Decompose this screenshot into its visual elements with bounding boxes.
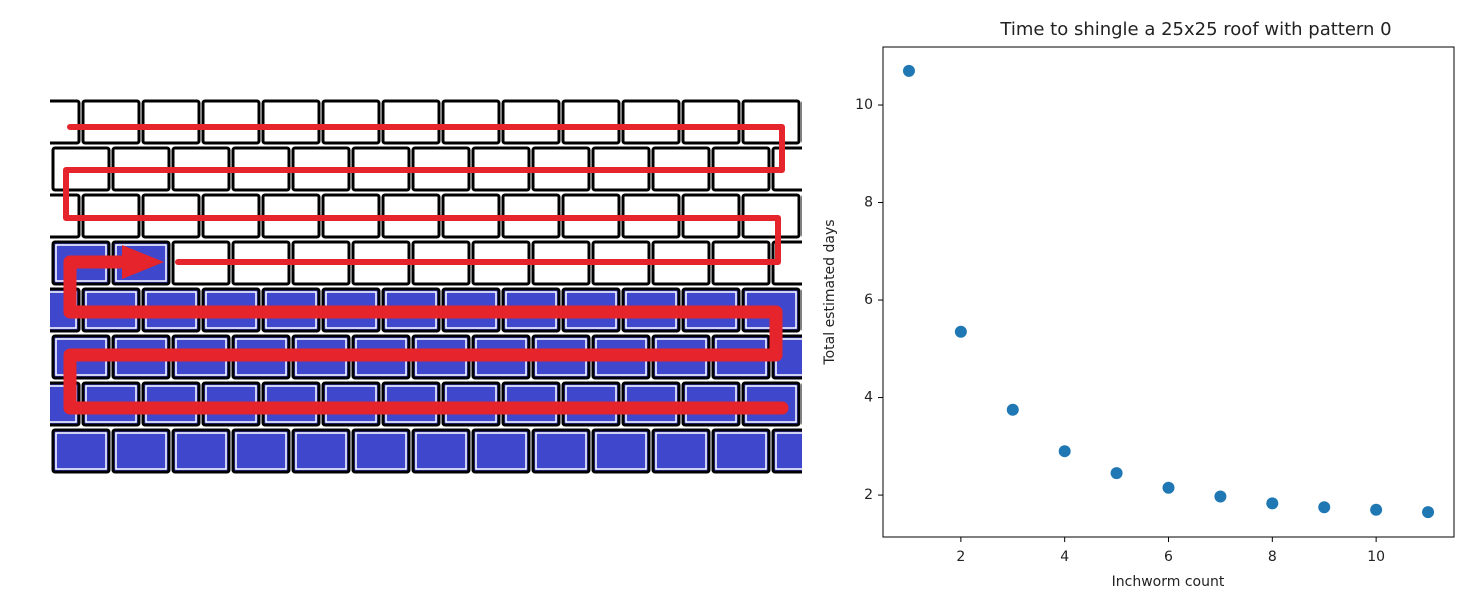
shingle bbox=[741, 99, 801, 145]
point bbox=[1266, 497, 1279, 510]
shingle bbox=[441, 99, 501, 145]
point bbox=[1110, 467, 1123, 480]
shingle-inner bbox=[535, 432, 587, 470]
shingle-inner bbox=[205, 103, 257, 141]
shingle-inner bbox=[145, 103, 197, 141]
y-tick-label: 6 bbox=[864, 292, 873, 308]
shingle bbox=[681, 99, 741, 145]
shingle bbox=[711, 428, 771, 474]
shingle-inner bbox=[415, 432, 467, 470]
x-tick-label: 2 bbox=[956, 549, 965, 565]
shingle bbox=[411, 428, 471, 474]
shingle bbox=[201, 99, 261, 145]
y-tick-label: 2 bbox=[864, 487, 873, 503]
shingle bbox=[291, 428, 351, 474]
shingle-diagram bbox=[50, 99, 889, 474]
point bbox=[1058, 445, 1071, 458]
shingle-inner bbox=[355, 432, 407, 470]
shingle-inner bbox=[115, 432, 167, 470]
shingle bbox=[591, 428, 651, 474]
arrow-head bbox=[122, 245, 164, 279]
shingle bbox=[531, 428, 591, 474]
shingle-inner bbox=[295, 432, 347, 470]
shingle-inner bbox=[775, 432, 802, 470]
shingle bbox=[50, 99, 81, 145]
chart: Time to shingle a 25x25 roof with patter… bbox=[822, 19, 1455, 590]
shingle-inner bbox=[235, 432, 287, 470]
shingle-inner bbox=[325, 103, 377, 141]
shingle-inner bbox=[385, 103, 437, 141]
point bbox=[1214, 490, 1227, 503]
shingle-inner bbox=[836, 245, 886, 281]
shingle bbox=[171, 428, 231, 474]
y-tick-label: 8 bbox=[864, 195, 873, 211]
x-axis-label: Inchworm count bbox=[1112, 574, 1225, 590]
shingle bbox=[51, 428, 111, 474]
shingle bbox=[381, 99, 441, 145]
shingle bbox=[833, 430, 889, 472]
shingle bbox=[833, 242, 889, 284]
shingle-inner bbox=[595, 432, 647, 470]
shingle-inner bbox=[85, 103, 137, 141]
shingle bbox=[261, 99, 321, 145]
shingle-inner bbox=[685, 103, 737, 141]
shingle bbox=[321, 99, 381, 145]
y-axis-label: Total estimated days bbox=[822, 219, 838, 365]
shingle bbox=[801, 383, 802, 425]
shingle-inner bbox=[55, 432, 107, 470]
shingle bbox=[833, 336, 889, 378]
point bbox=[1162, 481, 1175, 494]
shingle-inner bbox=[625, 103, 677, 141]
plot-frame bbox=[882, 46, 1455, 538]
shingle-inner bbox=[475, 432, 527, 470]
shingle-inner bbox=[655, 432, 707, 470]
shingle bbox=[833, 148, 889, 190]
shingle-inner bbox=[505, 103, 557, 141]
shingle-inner bbox=[445, 103, 497, 141]
shingle-inner bbox=[836, 433, 886, 469]
y-tick-label: 4 bbox=[864, 390, 873, 406]
path-future bbox=[63, 124, 785, 265]
shingle bbox=[561, 99, 621, 145]
point bbox=[1006, 403, 1019, 416]
shingles bbox=[50, 99, 889, 474]
shingle-inner bbox=[50, 103, 77, 141]
shingle bbox=[501, 99, 561, 145]
shingle-inner bbox=[806, 104, 856, 140]
shingle-inner bbox=[806, 386, 856, 422]
shingle bbox=[141, 99, 201, 145]
shingle-inner bbox=[745, 103, 797, 141]
path-done bbox=[63, 255, 789, 415]
shingle bbox=[111, 428, 171, 474]
shingle-inner bbox=[265, 103, 317, 141]
shingle bbox=[771, 428, 802, 474]
chart-title: Time to shingle a 25x25 roof with patter… bbox=[999, 19, 1391, 40]
point bbox=[1318, 501, 1331, 514]
x-tick-label: 6 bbox=[1164, 549, 1173, 565]
shingle bbox=[771, 240, 802, 286]
point bbox=[902, 64, 915, 77]
shingle bbox=[801, 101, 802, 143]
shingle bbox=[651, 428, 711, 474]
shingle-inner bbox=[836, 151, 886, 187]
shingle bbox=[621, 99, 681, 145]
x-tick-label: 4 bbox=[1060, 549, 1069, 565]
point bbox=[1370, 503, 1383, 516]
point bbox=[954, 325, 967, 338]
shingle-inner bbox=[715, 432, 767, 470]
x-tick-label: 8 bbox=[1268, 549, 1277, 565]
shingle bbox=[231, 428, 291, 474]
shingle-inner bbox=[565, 103, 617, 141]
shingle bbox=[351, 428, 411, 474]
point bbox=[1422, 506, 1435, 519]
shingle-inner bbox=[175, 432, 227, 470]
shingle-inner bbox=[836, 339, 886, 375]
x-tick-label: 10 bbox=[1367, 549, 1385, 565]
shingle bbox=[471, 428, 531, 474]
shingle bbox=[81, 99, 141, 145]
y-tick-label: 10 bbox=[855, 97, 873, 113]
